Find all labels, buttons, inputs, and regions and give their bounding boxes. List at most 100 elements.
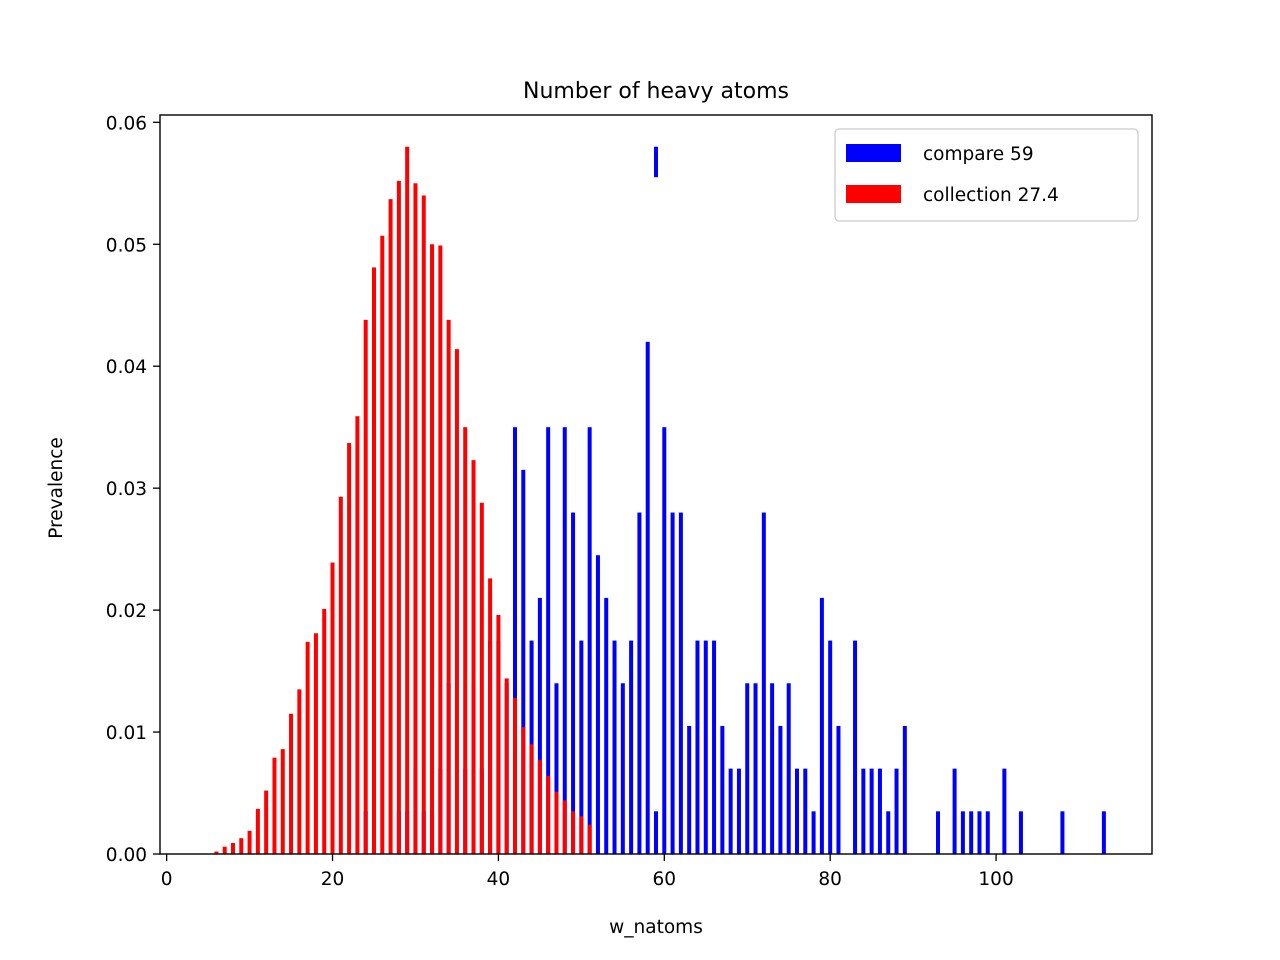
- bar-compare-54: [612, 640, 617, 854]
- bar-compare-87: [886, 811, 891, 854]
- x-tick-label: 40: [487, 869, 511, 890]
- y-tick-label: 0.02: [106, 601, 147, 622]
- bar-collection-44: [529, 744, 534, 854]
- bar-collection-10: [247, 830, 252, 854]
- bar-compare-81: [836, 725, 841, 854]
- bar-compare-56: [629, 640, 634, 854]
- bar-collection-41: [504, 678, 509, 854]
- bar-compare-63: [687, 725, 692, 854]
- bar-collection-13: [272, 757, 277, 854]
- bar-compare-73: [770, 683, 775, 854]
- bar-compare-77: [803, 768, 808, 854]
- bar-collection-29: [405, 146, 410, 854]
- bar-collection-50: [579, 816, 584, 854]
- bar-collection-15: [289, 713, 294, 854]
- x-tick-label: 80: [818, 869, 842, 890]
- bar-compare-113: [1101, 811, 1106, 854]
- bar-compare-83: [853, 640, 858, 854]
- bar-compare-46: [546, 427, 551, 854]
- ticks-layer: 0 20 40 60 80 100 0.00 0.01 0.02 0.03 0.04 0.05 0.06: [106, 113, 1014, 890]
- bar-collection-39: [488, 578, 493, 854]
- bar-collection-30: [413, 183, 418, 855]
- bar-collection-32: [430, 244, 435, 854]
- bar-compare-53: [604, 597, 609, 854]
- bar-collection-37: [471, 460, 476, 854]
- bar-compare-75: [786, 683, 791, 854]
- x-tick-label: 0: [161, 869, 173, 890]
- bar-collection-33: [438, 245, 443, 855]
- x-tick-label: 60: [653, 869, 677, 890]
- bar-collection-42: [513, 697, 517, 854]
- bar-compare-71: [753, 683, 758, 854]
- bar-collection-40: [496, 614, 501, 854]
- bar-collection-11: [255, 808, 260, 854]
- bar-compare-51: [587, 427, 592, 854]
- bar-collection-27: [388, 199, 393, 854]
- bar-collection-18: [313, 633, 318, 854]
- bar-collection-34: [446, 319, 451, 854]
- y-axis-label: Prevalence: [46, 437, 67, 539]
- bar-compare-80: [828, 640, 833, 854]
- bar-compare-48: [562, 427, 567, 854]
- bar-compare-103: [1018, 811, 1023, 854]
- bar-compare-60: [662, 427, 667, 854]
- bar-compare-72: [761, 512, 766, 854]
- y-tick-label: 0.03: [106, 479, 147, 500]
- bar-compare-66: [712, 640, 717, 854]
- bars-layer: [214, 146, 1106, 855]
- bar-collection-21: [338, 496, 343, 854]
- bar-collection-26: [380, 235, 385, 855]
- bar-collection-46: [546, 775, 551, 854]
- bar-compare-70: [745, 683, 750, 854]
- bar-compare-86: [877, 768, 882, 854]
- y-tick-label: 0.05: [106, 235, 147, 256]
- bar-compare-42: [513, 427, 517, 854]
- bar-compare-50: [579, 640, 584, 854]
- bar-collection-49: [571, 811, 576, 854]
- bar-collection-45: [537, 760, 542, 854]
- bar-mark-0: [654, 146, 658, 178]
- bar-compare-62: [678, 512, 683, 854]
- bar-compare-99: [985, 811, 990, 854]
- bar-collection-22: [347, 443, 352, 854]
- bar-collection-47: [554, 791, 559, 854]
- bar-collection-16: [297, 689, 302, 854]
- bar-compare-57: [637, 512, 642, 854]
- bar-collection-7: [222, 846, 227, 854]
- bar-collection-6: [214, 851, 219, 854]
- bar-compare-96: [960, 811, 965, 854]
- bar-collection-38: [479, 502, 484, 854]
- bar-compare-97: [969, 811, 974, 854]
- bar-collection-19: [322, 608, 327, 854]
- bar-compare-84: [861, 768, 866, 854]
- bar-compare-67: [720, 725, 725, 854]
- bar-collection-24: [363, 319, 368, 854]
- x-tick-label: 100: [978, 869, 1013, 890]
- y-tick-label: 0.06: [106, 113, 147, 134]
- plot-frame: [159, 114, 1153, 855]
- bar-collection-48: [562, 800, 567, 854]
- bar-compare-69: [736, 768, 741, 854]
- bar-collection-20: [330, 562, 335, 854]
- bar-collection-14: [280, 749, 285, 854]
- bar-compare-55: [620, 683, 625, 854]
- bar-compare-108: [1060, 811, 1065, 854]
- bar-compare-93: [936, 811, 941, 854]
- bar-compare-45: [537, 597, 542, 854]
- bar-compare-68: [728, 768, 733, 854]
- bar-compare-78: [811, 811, 816, 854]
- bar-compare-88: [894, 768, 899, 854]
- bar-collection-51: [587, 824, 592, 854]
- bar-compare-49: [571, 512, 576, 854]
- x-axis-label: w_natoms: [609, 917, 703, 938]
- bar-compare-89: [902, 725, 907, 854]
- bar-compare-101: [1002, 768, 1007, 854]
- bar-compare-79: [819, 597, 824, 854]
- bar-collection-25: [371, 267, 376, 854]
- legend-swatch-collection: [846, 185, 901, 203]
- bar-collection-43: [521, 727, 526, 854]
- bar-compare-74: [778, 725, 783, 854]
- bar-compare-85: [869, 768, 874, 854]
- bar-compare-52: [595, 555, 600, 854]
- chart-title: Number of heavy atoms: [523, 79, 789, 104]
